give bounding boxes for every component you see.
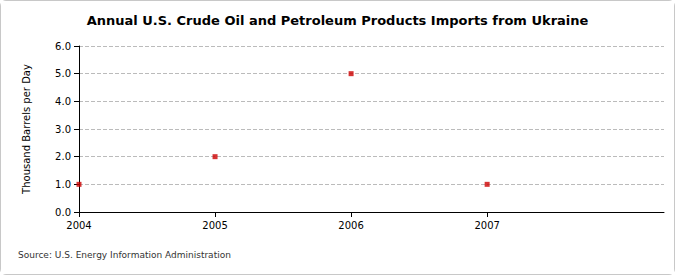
svg-text:2004: 2004 — [66, 220, 91, 231]
svg-text:0.0: 0.0 — [55, 207, 71, 218]
svg-text:Source: U.S. Energy Informatio: Source: U.S. Energy Information Administ… — [18, 250, 231, 260]
svg-text:2005: 2005 — [202, 220, 227, 231]
svg-text:2.0: 2.0 — [55, 151, 71, 162]
svg-text:5.0: 5.0 — [55, 68, 71, 79]
svg-text:Annual U.S. Crude Oil and Petr: Annual U.S. Crude Oil and Petroleum Prod… — [87, 13, 589, 28]
svg-text:2007: 2007 — [474, 220, 499, 231]
svg-text:3.0: 3.0 — [55, 124, 71, 135]
svg-text:4.0: 4.0 — [55, 96, 71, 107]
svg-text:2006: 2006 — [338, 220, 363, 231]
svg-text:1.0: 1.0 — [55, 179, 71, 190]
svg-text:Thousand Barrels per Day: Thousand Barrels per Day — [21, 64, 32, 195]
svg-text:6.0: 6.0 — [55, 41, 71, 52]
